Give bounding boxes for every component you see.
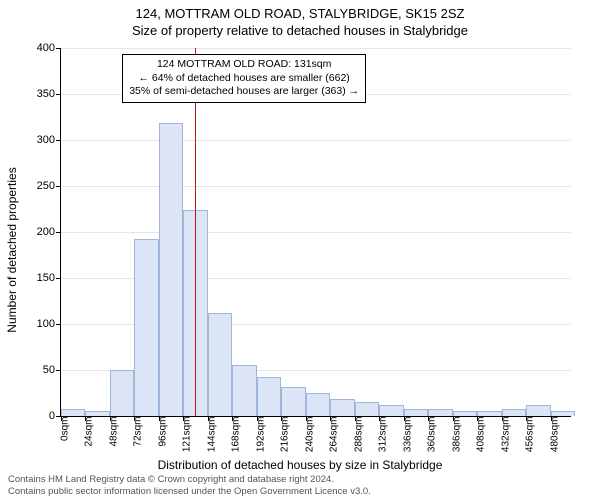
xtick-label: 264sqm (329, 417, 340, 453)
xtick-label: 96sqm (157, 417, 168, 447)
xtick-label: 216sqm (280, 417, 291, 453)
ytick-label: 50 (43, 364, 61, 376)
histogram-bar (453, 411, 477, 416)
xtick-label: 312sqm (378, 417, 389, 453)
xtick-label: 336sqm (402, 417, 413, 453)
ytick-label: 400 (37, 42, 61, 54)
histogram-bar (404, 409, 428, 416)
xtick-label: 121sqm (182, 417, 193, 453)
ytick-label: 200 (37, 226, 61, 238)
page-subtitle: Size of property relative to detached ho… (0, 21, 600, 38)
histogram-bar (159, 123, 183, 416)
xtick-label: 456sqm (525, 417, 536, 453)
histogram-bar (428, 409, 452, 416)
xtick-label: 408sqm (476, 417, 487, 453)
gridline (61, 140, 571, 141)
annotation-line: 35% of semi-detached houses are larger (… (129, 85, 359, 99)
annotation-line: ← 64% of detached houses are smaller (66… (129, 72, 359, 86)
histogram-bar (355, 402, 379, 416)
histogram-bar (85, 411, 109, 416)
gridline (61, 232, 571, 233)
xtick-label: 386sqm (451, 417, 462, 453)
histogram-bar (502, 409, 526, 416)
xtick-label: 0sqm (60, 417, 71, 441)
chart-container: 124, MOTTRAM OLD ROAD, STALYBRIDGE, SK15… (0, 0, 600, 500)
page-title: 124, MOTTRAM OLD ROAD, STALYBRIDGE, SK15… (0, 0, 600, 21)
xtick-label: 288sqm (353, 417, 364, 453)
histogram-bar (61, 409, 85, 416)
ytick-label: 150 (37, 272, 61, 284)
xtick-label: 480sqm (549, 417, 560, 453)
y-axis-label: Number of detached properties (5, 167, 19, 332)
xtick-label: 72sqm (133, 417, 144, 447)
xtick-label: 144sqm (206, 417, 217, 453)
footer-line2: Contains public sector information licen… (8, 486, 371, 498)
xtick-label: 24sqm (84, 417, 95, 447)
footer-line1: Contains HM Land Registry data © Crown c… (8, 474, 371, 486)
footer-credits: Contains HM Land Registry data © Crown c… (8, 474, 371, 498)
histogram-bar (134, 239, 158, 416)
annotation-line: 124 MOTTRAM OLD ROAD: 131sqm (129, 58, 359, 72)
histogram-bar (110, 370, 134, 416)
gridline (61, 186, 571, 187)
ytick-label: 250 (37, 180, 61, 192)
xtick-label: 48sqm (108, 417, 119, 447)
histogram-bar (477, 411, 501, 416)
marker-line (195, 48, 196, 416)
histogram-bar (551, 411, 575, 416)
xtick-label: 432sqm (500, 417, 511, 453)
ytick-label: 100 (37, 318, 61, 330)
annotation-box: 124 MOTTRAM OLD ROAD: 131sqm← 64% of det… (122, 54, 366, 103)
histogram-bar (257, 377, 281, 416)
x-axis-label: Distribution of detached houses by size … (0, 458, 600, 472)
histogram-bar (306, 393, 330, 416)
histogram-bar (379, 405, 403, 416)
gridline (61, 48, 571, 49)
xtick-label: 168sqm (231, 417, 242, 453)
histogram-bar (232, 365, 256, 416)
xtick-label: 360sqm (427, 417, 438, 453)
histogram-bar (526, 405, 550, 416)
xtick-label: 240sqm (304, 417, 315, 453)
histogram-bar (281, 387, 305, 416)
xtick-label: 192sqm (255, 417, 266, 453)
histogram-bar (330, 399, 354, 416)
ytick-label: 350 (37, 88, 61, 100)
ytick-label: 300 (37, 134, 61, 146)
chart-area: 0501001502002503003504000sqm24sqm48sqm72… (60, 48, 571, 417)
histogram-bar (208, 313, 232, 416)
histogram-bar (183, 210, 207, 416)
